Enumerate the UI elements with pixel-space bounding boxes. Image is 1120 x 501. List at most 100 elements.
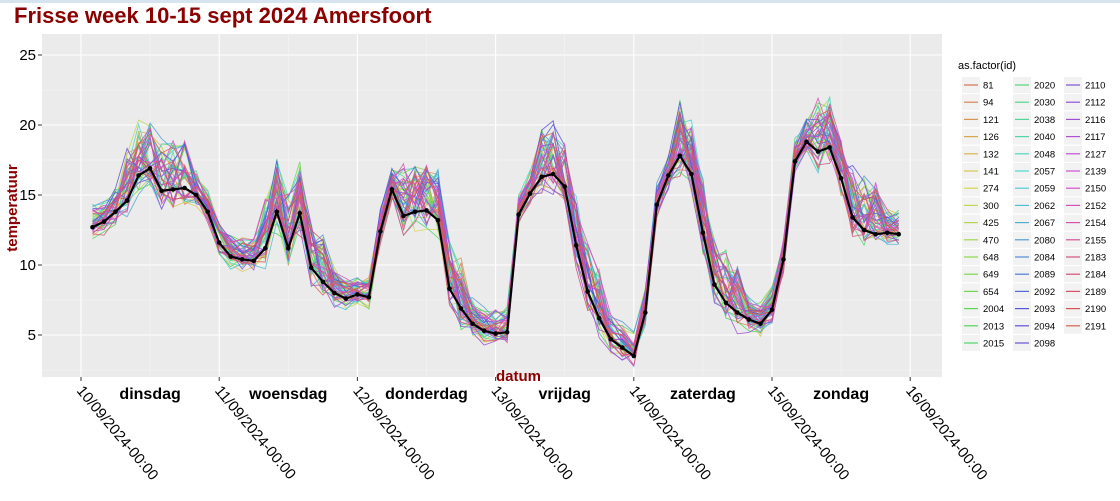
highlight-point (769, 307, 775, 313)
legend-entry: 2150 (1085, 184, 1106, 195)
legend-entry: 2084 (1034, 253, 1055, 264)
highlight-point (401, 213, 406, 219)
y-axis-ticks: 5 10 15 20 25 (19, 47, 42, 344)
highlight-point (873, 231, 878, 237)
highlight-point (216, 240, 222, 245)
highlight-point (147, 166, 153, 171)
highlight-point (758, 321, 763, 327)
highlight-point (136, 173, 141, 178)
legend-entry: 274 (983, 184, 999, 195)
y-tick-label: 25 (19, 47, 36, 64)
highlight-point (493, 331, 498, 336)
highlight-point (90, 224, 95, 230)
highlight-point (309, 265, 314, 271)
day-label: zondag (813, 386, 869, 403)
highlight-point (712, 282, 717, 287)
highlight-point (573, 243, 579, 248)
legend-bg (955, 74, 1115, 350)
sensor-line (92, 102, 900, 346)
highlight-point (516, 212, 521, 217)
highlight-point (447, 286, 452, 292)
legend-entry: 425 (983, 218, 999, 229)
legend-entry: 2030 (1034, 98, 1055, 109)
legend-entry: 2093 (1034, 304, 1055, 315)
highlight-point (723, 300, 729, 306)
highlight-point (550, 171, 556, 177)
top-border (0, 0, 1120, 3)
legend-entry: 2015 (983, 339, 1004, 350)
highlight-point (297, 210, 303, 216)
legend-entry: 648 (983, 253, 999, 264)
highlight-point (470, 321, 475, 327)
highlight-point (827, 145, 832, 150)
legend-entry: 2059 (1034, 184, 1055, 195)
highlight-point (355, 292, 360, 297)
legend-entry: 2062 (1034, 201, 1055, 212)
legend-entry: 2112 (1085, 98, 1105, 109)
y-axis-title: temperatuur (4, 164, 21, 252)
legend-entry: 2154 (1085, 218, 1106, 229)
legend-entry: 141 (983, 167, 999, 178)
highlight-point (677, 153, 683, 159)
highlight-point (850, 215, 855, 220)
highlight-point (170, 187, 176, 192)
sensor-line (92, 111, 899, 348)
legend-entry: 2089 (1034, 270, 1055, 281)
legend-entry: 2092 (1034, 287, 1055, 298)
legend-entry: 2038 (1034, 115, 1055, 126)
highlight-point (562, 184, 567, 189)
legend-entry: 2191 (1085, 321, 1106, 332)
highlight-point (124, 198, 130, 203)
legend: 81 94 121 126 132 141 274 300 425 470 648 649 654 200… (955, 74, 1115, 351)
legend-entry: 649 (983, 270, 999, 281)
legend-entry: 2189 (1085, 287, 1106, 298)
day-label: donderdag (385, 386, 468, 403)
highlight-point (159, 188, 164, 194)
y-tick-label: 10 (19, 257, 36, 274)
highlight-point (643, 310, 648, 315)
highlight-point (539, 174, 544, 180)
legend-entry: 2155 (1085, 235, 1106, 246)
y-tick-label: 15 (19, 187, 36, 204)
legend-entry: 2013 (983, 321, 1004, 332)
highlight-point (781, 257, 786, 262)
highlight-point (585, 289, 590, 294)
highlight-point (113, 209, 118, 215)
legend-entry: 2098 (1034, 339, 1055, 350)
sensor-line (92, 96, 900, 346)
highlight-point (596, 315, 602, 321)
highlight-point (193, 192, 199, 198)
day-label: vrijdag (538, 386, 590, 403)
chart-title: Frisse week 10-15 sept 2024 Amersfoort (14, 3, 432, 28)
sensor-line (92, 115, 899, 368)
day-label: dinsdag (119, 386, 180, 403)
legend-entry: 300 (983, 201, 999, 212)
sensor-line (92, 111, 900, 347)
sensor-line (92, 113, 899, 354)
highlight-point (735, 310, 740, 315)
legend-entry: 2190 (1085, 304, 1106, 315)
legend-entry: 121 (983, 115, 999, 126)
legend-entry: 654 (983, 287, 999, 298)
highlight-point (481, 328, 487, 334)
legend-entry: 470 (983, 235, 999, 246)
highlight-point (412, 209, 418, 215)
highlight-point (424, 208, 429, 213)
highlight-point (654, 202, 660, 208)
legend-entry: 2020 (1034, 81, 1055, 92)
legend-entry: 2048 (1034, 149, 1055, 160)
highlight-point (815, 149, 821, 154)
sensor-line (92, 123, 899, 356)
highlight-point (861, 227, 867, 233)
legend-entry: 2152 (1085, 201, 1106, 212)
highlight-point (101, 219, 107, 224)
highlight-point (332, 290, 337, 296)
highlight-point (700, 230, 706, 236)
x-tick-label: 16/09/2024-00:00 (902, 383, 991, 484)
highlight-point (228, 254, 233, 259)
legend-entry: 2139 (1085, 167, 1106, 178)
y-tick-label: 5 (28, 327, 36, 344)
legend-entry: 132 (983, 149, 999, 160)
legend-title: as.factor(id) (958, 60, 1016, 72)
